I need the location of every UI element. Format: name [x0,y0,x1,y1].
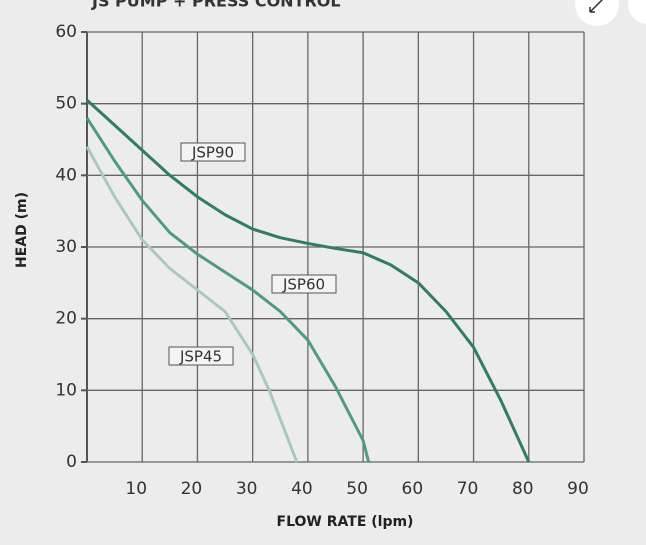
series-label-box [168,346,234,366]
series-line [85,145,299,463]
series-label-box [180,142,246,162]
x-tick-label: 70 [457,479,479,499]
y-tick-label: 30 [55,237,77,257]
next-button[interactable] [628,0,646,24]
x-tick-label: 90 [567,479,589,499]
series-label: JSP45 [179,348,222,366]
x-tick-label: 40 [291,479,313,499]
x-axis-label: FLOW RATE (lpm) [277,514,414,530]
y-tick-label: 0 [66,452,77,472]
series-label-box [271,274,337,294]
series-label: JSP90 [191,144,234,162]
x-tick-label: 60 [402,479,424,499]
x-tick-label: 10 [125,479,147,499]
y-tick-label: 20 [55,309,77,329]
series-label: JSP60 [282,276,325,294]
series-line [85,98,531,463]
x-tick-label: 50 [346,479,368,499]
series-line [85,117,371,463]
x-tick-label: 20 [181,479,203,499]
x-tick-label: 80 [512,479,534,499]
y-tick-label: 60 [55,22,77,42]
y-tick-label: 10 [55,380,77,400]
chart-title: JS PUMP + PRESS CONTROL [91,0,341,11]
y-tick-label: 50 [55,94,77,114]
x-tick-label: 30 [236,479,258,499]
expand-icon [589,0,604,13]
y-tick-label: 40 [55,165,77,185]
expand-button[interactable] [575,0,619,26]
y-axis-label: HEAD (m) [14,192,30,268]
